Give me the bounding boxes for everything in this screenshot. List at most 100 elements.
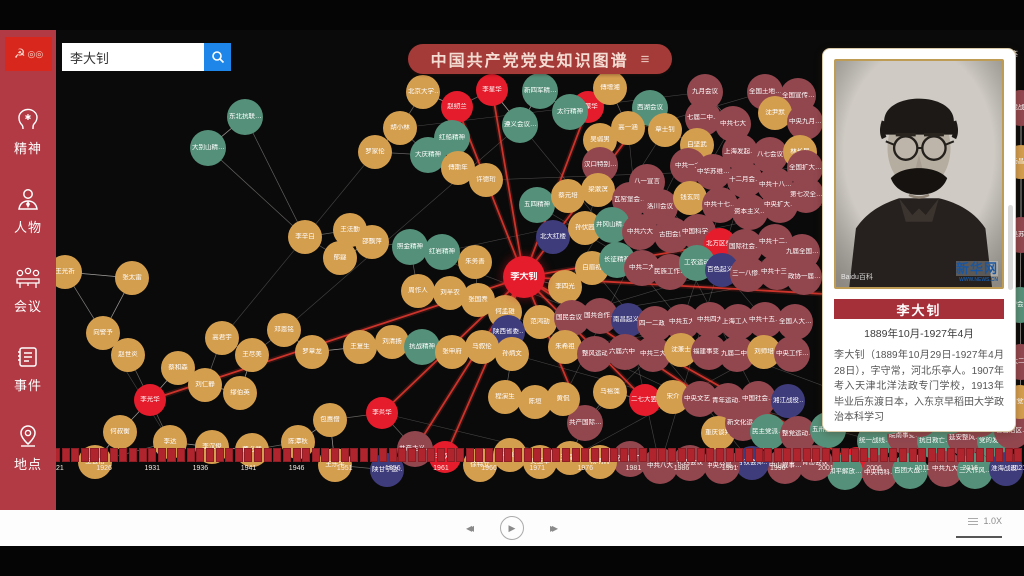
timeline[interactable]: 1921 1926 1931 1936 1941 1946 1951 1956 1961 1966… [0, 448, 1024, 478]
timeline-year-block[interactable] [157, 448, 166, 462]
timeline-year-block[interactable] [898, 448, 907, 462]
timeline-year-block[interactable] [716, 448, 725, 462]
timeline-year-block[interactable] [388, 448, 397, 462]
timeline-year-block[interactable] [427, 448, 436, 462]
timeline-year-block[interactable] [773, 448, 782, 462]
timeline-year-block[interactable] [956, 448, 965, 462]
timeline-year-block[interactable] [975, 448, 984, 462]
graph-node[interactable]: 照金精神 [392, 229, 428, 265]
graph-node[interactable]: 蔡元培 [551, 179, 585, 213]
timeline-year-block[interactable] [533, 448, 542, 462]
timeline-year-block[interactable] [205, 448, 214, 462]
timeline-year-block[interactable] [1014, 448, 1023, 462]
graph-node[interactable]: 刘仁静 [188, 368, 222, 402]
timeline-year-block[interactable] [292, 448, 301, 462]
timeline-year-block[interactable] [648, 448, 657, 462]
speed-control[interactable]: 1.0X [968, 516, 1002, 526]
timeline-year-block[interactable] [841, 448, 850, 462]
timeline-year-block[interactable] [658, 448, 667, 462]
timeline-year-block[interactable] [340, 448, 349, 462]
sidebar-item-people[interactable]: 人物 [0, 171, 56, 250]
graph-node[interactable]: 东北抗联… [227, 99, 263, 135]
graph-node[interactable]: 北京大学… [406, 75, 440, 109]
timeline-year-block[interactable] [590, 448, 599, 462]
graph-node[interactable]: 遵义会议… [502, 107, 538, 143]
hamburger-menu-icon[interactable]: ≡ [640, 50, 650, 68]
timeline-year-block[interactable] [80, 448, 89, 462]
timeline-year-block[interactable] [379, 448, 388, 462]
graph-node[interactable]: 刘清扬 [375, 325, 409, 359]
timeline-year-block[interactable] [369, 448, 378, 462]
timeline-year-block[interactable] [927, 448, 936, 462]
graph-node[interactable]: 包惠僧 [313, 403, 347, 437]
timeline-year-block[interactable] [436, 448, 445, 462]
graph-node[interactable]: 张太雷 [115, 261, 149, 295]
timeline-year-block[interactable] [109, 448, 118, 462]
timeline-year-block[interactable] [504, 448, 513, 462]
timeline-year-block[interactable] [119, 448, 128, 462]
timeline-year-block[interactable] [610, 448, 619, 462]
graph-node[interactable]: 傅增湘 [593, 71, 627, 105]
graph-node[interactable]: 王复生 [343, 330, 377, 364]
graph-node[interactable]: 许德珩 [469, 163, 503, 197]
timeline-year-block[interactable] [196, 448, 205, 462]
timeline-year-block[interactable] [186, 448, 195, 462]
graph-node[interactable]: 钱玄同 [673, 181, 707, 215]
timeline-year-block[interactable] [254, 448, 263, 462]
timeline-year-block[interactable] [947, 448, 956, 462]
timeline-year-block[interactable] [494, 448, 503, 462]
graph-node[interactable]: 赵世炎 [111, 338, 145, 372]
timeline-year-block[interactable] [552, 448, 561, 462]
timeline-year-block[interactable] [821, 448, 830, 462]
sidebar-item-meeting[interactable]: 会议 [0, 250, 56, 329]
timeline-year-block[interactable] [581, 448, 590, 462]
graph-node[interactable]: 赵纫兰 [441, 91, 473, 123]
graph-node[interactable]: 二七大罢… [629, 384, 661, 416]
timeline-year-block[interactable] [966, 448, 975, 462]
timeline-year-block[interactable] [215, 448, 224, 462]
timeline-year-block[interactable] [687, 448, 696, 462]
graph-node-center[interactable]: 李大钊 [503, 256, 545, 298]
graph-node[interactable]: 梁漱溟 [581, 173, 615, 207]
timeline-year-block[interactable] [937, 448, 946, 462]
graph-node[interactable]: 中央工作… [774, 336, 810, 372]
graph-node[interactable]: 郁嶷 [323, 241, 357, 275]
timeline-year-block[interactable] [408, 448, 417, 462]
timeline-year-block[interactable] [485, 448, 494, 462]
graph-node[interactable]: 中华苏维… [695, 154, 731, 190]
graph-node[interactable]: 中央九月… [787, 104, 823, 140]
graph-node[interactable]: 范鸿劼 [523, 305, 557, 339]
graph-node[interactable]: 朱希祖 [548, 330, 582, 364]
timeline-year-block[interactable] [571, 448, 580, 462]
graph-node[interactable]: 新四军精… [522, 73, 558, 109]
graph-node[interactable]: 李星华 [476, 74, 508, 106]
timeline-year-block[interactable] [513, 448, 522, 462]
timeline-year-block[interactable] [667, 448, 676, 462]
graph-node[interactable]: 黄侃 [546, 382, 580, 416]
graph-node[interactable]: 周作人 [401, 274, 435, 308]
graph-node[interactable]: 邵飘萍 [355, 225, 389, 259]
timeline-year-block[interactable] [879, 448, 888, 462]
timeline-year-block[interactable] [100, 448, 109, 462]
rewind-button[interactable]: ◂◂ [465, 521, 474, 535]
timeline-year-block[interactable] [706, 448, 715, 462]
timeline-year-block[interactable] [889, 448, 898, 462]
graph-node[interactable]: 大庆精神 [410, 137, 446, 173]
timeline-year-block[interactable] [783, 448, 792, 462]
timeline-year-block[interactable] [850, 448, 859, 462]
timeline-year-block[interactable] [417, 448, 426, 462]
timeline-year-block[interactable] [90, 448, 99, 462]
timeline-year-block[interactable] [331, 448, 340, 462]
graph-node[interactable]: 大别山精… [190, 130, 226, 166]
graph-node[interactable]: 程演生 [488, 380, 522, 414]
graph-node[interactable]: 北大红楼 [536, 220, 570, 254]
timeline-year-block[interactable] [600, 448, 609, 462]
search-button[interactable] [204, 43, 231, 71]
graph-node[interactable]: 王尽美 [235, 338, 269, 372]
panel-scrollbar[interactable] [1008, 205, 1013, 290]
graph-node[interactable]: 胡小林 [383, 111, 417, 145]
timeline-year-block[interactable] [167, 448, 176, 462]
timeline-year-block[interactable] [754, 448, 763, 462]
graph-node[interactable]: 缪伯英 [223, 376, 257, 410]
play-button[interactable]: ▶ [500, 516, 524, 540]
